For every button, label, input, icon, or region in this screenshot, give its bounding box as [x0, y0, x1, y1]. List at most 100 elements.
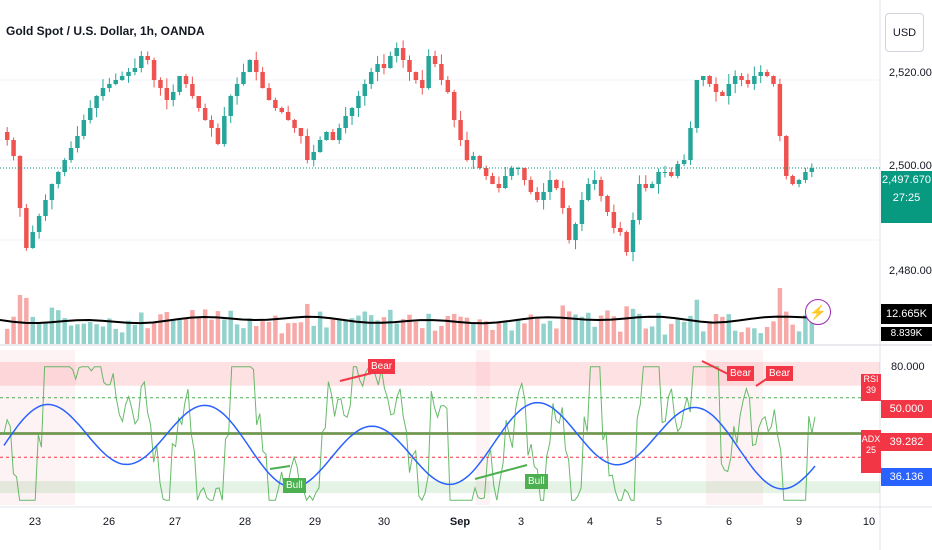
- volume-bar: [279, 333, 285, 344]
- candle: [566, 208, 572, 240]
- volume-bar: [624, 306, 629, 344]
- volume-bar: [528, 314, 534, 344]
- volume-bar: [170, 320, 176, 344]
- candle: [337, 128, 342, 140]
- volume-bar: [739, 332, 744, 344]
- candle: [675, 164, 680, 176]
- date-label: 27: [168, 516, 182, 528]
- volume-bar: [56, 310, 61, 344]
- candle: [662, 172, 668, 173]
- rsi-mid-tag: 50.000: [881, 400, 932, 418]
- volume-bar: [407, 314, 412, 344]
- currency-button[interactable]: USD: [885, 13, 924, 52]
- volume-bar: [177, 319, 182, 344]
- candle: [554, 180, 559, 188]
- candle: [477, 156, 482, 168]
- candle: [413, 72, 419, 80]
- candle: [234, 84, 240, 96]
- candle: [617, 228, 623, 232]
- volume-bar: [611, 316, 617, 344]
- candle: [745, 80, 751, 84]
- date-label: 29: [308, 516, 322, 528]
- candle: [81, 120, 87, 136]
- candle: [151, 60, 157, 80]
- candle: [451, 92, 457, 120]
- adx-label: ADX: [861, 434, 881, 444]
- candle: [420, 80, 425, 88]
- candle: [266, 88, 272, 100]
- date-label: 4: [586, 516, 594, 528]
- volume-bar: [720, 316, 725, 344]
- candle: [439, 64, 444, 80]
- volume-bar: [68, 325, 74, 344]
- candle: [222, 116, 227, 144]
- candle: [643, 184, 649, 188]
- volume-bar: [643, 328, 649, 344]
- candle: [368, 72, 374, 84]
- volume-bar: [790, 324, 795, 344]
- candle: [790, 176, 795, 184]
- volume-bar: [228, 310, 233, 344]
- candle: [464, 140, 470, 160]
- symbol-title: Gold Spot / U.S. Dollar, 1h, OANDA: [6, 24, 205, 38]
- candle: [701, 76, 706, 80]
- candle: [324, 132, 329, 140]
- candle: [458, 120, 463, 140]
- volume-bar: [796, 331, 802, 344]
- bull-divergence-line: [269, 465, 291, 470]
- candle: [522, 168, 527, 180]
- candle: [139, 56, 144, 68]
- volume-bar: [771, 321, 776, 344]
- volume-bar: [458, 316, 463, 344]
- candle: [534, 192, 540, 200]
- volume-bar: [132, 324, 138, 344]
- rsi-value: 39: [865, 385, 876, 395]
- volume-bar: [394, 323, 399, 344]
- candle: [311, 152, 316, 160]
- candle: [560, 188, 565, 208]
- indicator-axis-label: 80.000: [891, 361, 925, 373]
- volume-bar: [752, 328, 757, 344]
- candle: [777, 84, 783, 136]
- candle: [56, 172, 61, 184]
- candle: [490, 176, 495, 184]
- candle: [509, 168, 514, 176]
- volume-bar: [713, 313, 719, 344]
- candle: [669, 172, 674, 176]
- lightning-icon[interactable]: ⚡: [805, 299, 831, 325]
- volume-bar: [202, 309, 208, 344]
- volume-bar: [496, 322, 502, 344]
- volume-bar: [681, 321, 687, 344]
- volume-bar: [432, 330, 438, 344]
- adx-label-box: ADX 25: [861, 430, 881, 473]
- candle: [190, 84, 195, 96]
- candle: [158, 80, 163, 88]
- candle: [637, 184, 642, 220]
- volume-bar: [471, 322, 476, 344]
- candle: [209, 120, 214, 128]
- candle: [803, 172, 808, 180]
- volume-bar: [573, 314, 578, 344]
- volume-bar: [764, 326, 770, 344]
- candle: [541, 192, 546, 200]
- candle: [202, 108, 208, 120]
- volume-bar: [586, 312, 591, 344]
- volume-bar: [266, 321, 272, 344]
- volume-bar: [81, 323, 87, 344]
- volume-bar: [630, 308, 636, 344]
- volume-bar: [119, 332, 125, 344]
- volume-ma-line: [0, 315, 816, 325]
- candle: [87, 108, 93, 120]
- candle: [362, 84, 368, 96]
- candle: [132, 68, 138, 72]
- volume-bar: [222, 319, 227, 344]
- volume-bar: [145, 328, 150, 344]
- candle: [426, 56, 431, 88]
- volume-bar: [522, 323, 527, 344]
- volume-bar: [311, 325, 316, 344]
- candle: [732, 76, 738, 84]
- volume-bar: [451, 313, 457, 344]
- candle: [483, 168, 489, 176]
- candle: [764, 72, 770, 76]
